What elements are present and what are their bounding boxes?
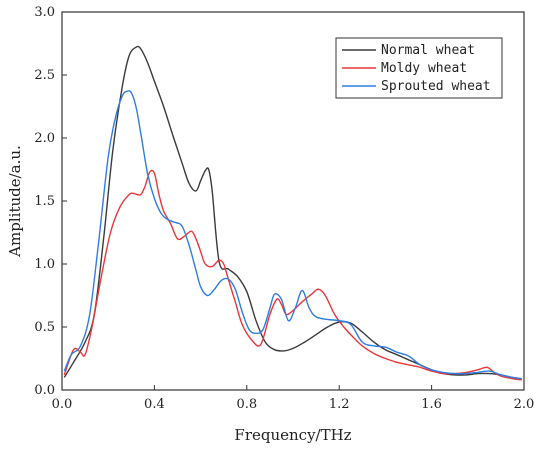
- y-tick-label-2: 1.0: [34, 257, 55, 272]
- x-axis-title: Frequency/THz: [234, 426, 351, 444]
- y-tick-label-1: 0.5: [34, 320, 55, 335]
- y-tick-label-3: 1.5: [34, 194, 55, 209]
- x-tick-label-1: 0.4: [144, 397, 165, 412]
- legend: Normal wheat Moldy wheat Sprouted wheat: [335, 37, 503, 99]
- y-tick-label-4: 2.0: [34, 131, 55, 146]
- legend-label-moldy-wheat: Moldy wheat: [381, 61, 467, 76]
- y-tick-label-6: 3.0: [34, 5, 55, 20]
- series-line-sprouted-wheat: [63, 90, 522, 380]
- x-tick-label-5: 2.0: [514, 397, 535, 412]
- legend-label-normal-wheat: Normal wheat: [381, 43, 475, 58]
- series-lines: [63, 45, 522, 381]
- y-tick-label-5: 2.5: [34, 68, 55, 83]
- y-axis-title: Amplitude/a.u.: [6, 145, 24, 258]
- series-line-moldy-wheat: [63, 169, 522, 381]
- legend-label-sprouted-wheat: Sprouted wheat: [381, 79, 491, 94]
- y-tick-label-0: 0.0: [34, 383, 55, 398]
- axis-ticks: 0.0 0.4 0.8 1.2 1.6 2.0 0.0 0.5 1.0 1.5 2.0 2.5 3.0: [34, 5, 534, 412]
- x-tick-label-3: 1.2: [329, 397, 350, 412]
- x-tick-label-0: 0.0: [52, 397, 73, 412]
- x-tick-label-4: 1.6: [421, 397, 442, 412]
- x-tick-label-2: 0.8: [236, 397, 257, 412]
